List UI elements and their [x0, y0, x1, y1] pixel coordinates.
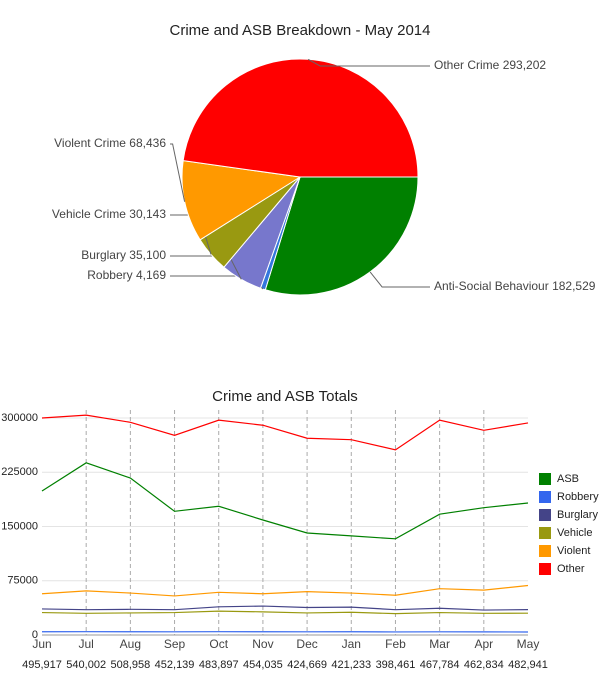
slice-label: Burglary 35,100	[81, 248, 166, 262]
slice-name: Violent Crime	[54, 136, 126, 150]
leader-line	[369, 271, 430, 288]
slice-label: Violent Crime 68,436	[54, 136, 166, 150]
x-tick-label: Jun	[32, 637, 51, 651]
slice-name: Robbery	[87, 268, 132, 282]
x-tick-label: Apr	[474, 637, 493, 651]
slice-value: 68,436	[129, 136, 166, 150]
line-title: Crime and ASB Totals	[212, 388, 358, 405]
slice-name: Burglary	[81, 248, 126, 262]
x-tick-label: May	[517, 637, 540, 651]
legend-label: ASB	[557, 473, 579, 485]
total-label: 462,834	[464, 659, 504, 671]
x-tick-label: Aug	[120, 637, 141, 651]
series-line	[41, 610, 529, 615]
legend-swatch	[539, 545, 551, 557]
pie-slice	[181, 160, 302, 241]
series-line	[41, 605, 529, 611]
pie-title: Crime and ASB Breakdown - May 2014	[170, 22, 431, 39]
slice-label: Other Crime 293,202	[434, 58, 546, 72]
total-label: 398,461	[376, 659, 416, 671]
y-tick-label: 225000	[1, 466, 38, 478]
x-tick-label: Nov	[252, 637, 273, 651]
total-label: 495,917	[22, 659, 62, 671]
slice-label: Anti-Social Behaviour 182,529	[434, 279, 596, 293]
total-label: 482,941	[508, 659, 548, 671]
x-tick-label: Mar	[429, 637, 450, 651]
slice-name: Other Crime	[434, 58, 500, 72]
x-tick-label: Dec	[296, 637, 317, 651]
total-label: 452,139	[155, 659, 195, 671]
pie-slice	[182, 58, 419, 178]
total-label: 467,784	[420, 659, 460, 671]
slice-value: 182,529	[552, 279, 596, 293]
x-tick-label: Sep	[164, 637, 186, 651]
y-tick-label: 300000	[1, 412, 38, 424]
x-tick-label: Oct	[209, 637, 228, 651]
legend-swatch	[539, 509, 551, 521]
total-label: 421,233	[331, 659, 371, 671]
legend-label: Vehicle	[557, 527, 592, 539]
slice-name: Anti-Social Behaviour	[434, 279, 549, 293]
series-line	[41, 462, 529, 540]
y-tick-label: 75000	[7, 575, 38, 587]
slice-value: 35,100	[129, 248, 166, 262]
x-tick-label: Jan	[342, 637, 361, 651]
total-label: 454,035	[243, 659, 283, 671]
y-tick-label: 150000	[1, 520, 38, 532]
y-tick-label: 0	[32, 629, 38, 641]
legend-swatch	[539, 527, 551, 539]
pie-slice	[264, 176, 419, 296]
legend-label: Burglary	[557, 509, 598, 521]
slice-value: 4,169	[136, 268, 166, 282]
leader-line	[170, 143, 186, 202]
slice-value: 30,143	[129, 207, 166, 221]
total-label: 424,669	[287, 659, 327, 671]
slice-label: Robbery 4,169	[87, 268, 166, 282]
legend-swatch	[539, 491, 551, 503]
total-label: 540,002	[66, 659, 106, 671]
legend-swatch	[539, 563, 551, 575]
leader-line	[307, 58, 430, 67]
slice-label: Vehicle Crime 30,143	[52, 207, 166, 221]
slice-value: 293,202	[503, 58, 547, 72]
series-line	[41, 414, 529, 451]
legend-label: Robbery	[557, 491, 599, 503]
x-tick-label: Feb	[385, 637, 406, 651]
legend-label: Violent	[557, 545, 590, 557]
legend-swatch	[539, 473, 551, 485]
total-label: 508,958	[110, 659, 150, 671]
series-line	[41, 584, 529, 597]
x-tick-label: Jul	[79, 637, 94, 651]
total-label: 483,897	[199, 659, 239, 671]
slice-name: Vehicle Crime	[52, 207, 126, 221]
legend-label: Other	[557, 563, 585, 575]
